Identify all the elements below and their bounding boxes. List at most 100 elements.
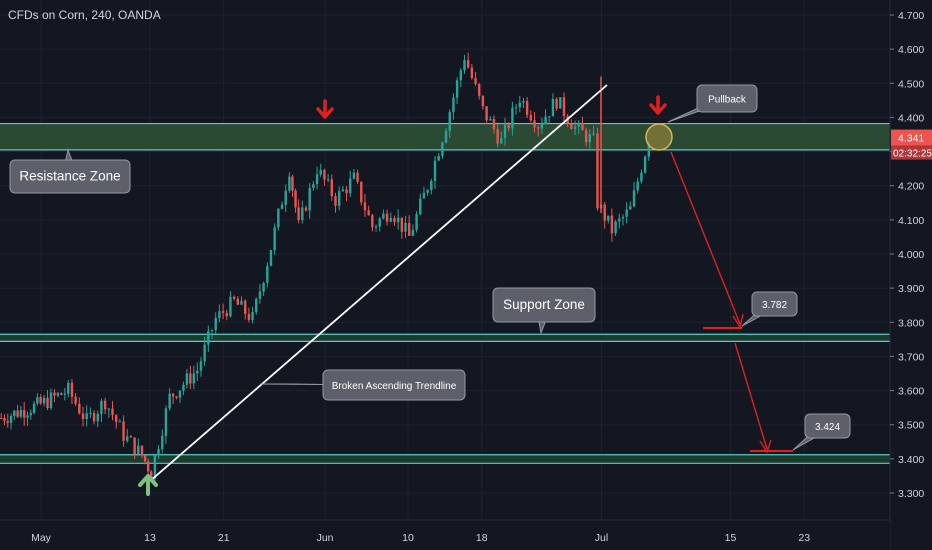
- support-zone-label-text: Support Zone: [503, 297, 585, 312]
- candle-body: [291, 176, 294, 191]
- resistance-zone-label-box: [9, 159, 131, 194]
- candle-body: [114, 415, 118, 422]
- candle-body: [137, 445, 140, 455]
- time-tick-label: Jun: [317, 532, 334, 544]
- candle-body: [636, 181, 639, 191]
- candle-body: [251, 311, 254, 321]
- candle-body: [581, 122, 584, 131]
- time-axis[interactable]: May 13 21 Jun 10 18 Jul 15 23: [0, 519, 890, 550]
- candle-body: [411, 229, 415, 236]
- candle-body: [511, 107, 514, 129]
- candle-body: [374, 226, 378, 228]
- candle-body: [182, 384, 185, 391]
- candle-body: [643, 156, 647, 173]
- candle-body: [196, 370, 199, 374]
- target1-label-box: [751, 291, 798, 317]
- chart-title: CFDs on Corn, 240, OANDA: [8, 8, 161, 22]
- candle-body: [199, 361, 203, 371]
- candle-body: [67, 382, 70, 394]
- candle-body: [360, 181, 363, 203]
- candle-body: [389, 218, 392, 222]
- candle-body: [537, 127, 540, 129]
- candle-body: [422, 192, 426, 199]
- price-axis[interactable]: 4.7004.6004.5004.4004.3004.2004.1004.000…: [889, 0, 932, 550]
- candle-body: [341, 189, 345, 192]
- candle-body: [240, 300, 243, 305]
- candle-body: [288, 176, 291, 191]
- support-zone-label[interactable]: Support Zone: [492, 287, 596, 335]
- candle-body: [153, 455, 157, 479]
- resistance-zone-label-text: Resistance Zone: [19, 169, 120, 184]
- current-price-label: 4.341: [898, 133, 924, 145]
- candle-body: [444, 130, 448, 143]
- price-tick-label: 4.400: [898, 112, 924, 124]
- time-tick-label: 15: [725, 532, 737, 544]
- candle-body: [56, 393, 60, 396]
- candle-body: [96, 413, 99, 422]
- candle-body: [448, 112, 451, 131]
- candle-body: [551, 98, 555, 117]
- candle-body: [13, 410, 16, 416]
- candle-body: [103, 400, 107, 410]
- candle-body: [42, 397, 46, 404]
- support-zone-fill: [0, 334, 890, 342]
- candle-body: [452, 97, 455, 113]
- candle-body: [562, 97, 566, 116]
- candle-body: [277, 208, 280, 228]
- ascending-trendline[interactable]: [149, 84, 608, 482]
- candle-body: [210, 330, 214, 332]
- candle-body: [294, 190, 297, 208]
- candle-body: [26, 415, 29, 418]
- target2-label-text: 3.424: [815, 422, 840, 433]
- price-tick-label: 3.900: [898, 283, 924, 295]
- candle-body: [192, 373, 196, 384]
- countdown-label: 02:32:25: [893, 149, 932, 160]
- candle-body: [89, 412, 92, 414]
- candle-body: [301, 207, 304, 221]
- trendline-label[interactable]: Broken Ascending Trendline: [259, 369, 466, 401]
- candle-body: [500, 137, 503, 144]
- candle-body: [507, 124, 510, 129]
- candle-body: [400, 217, 404, 232]
- candle-body: [540, 123, 544, 129]
- target1-label[interactable]: 3.782: [741, 291, 798, 327]
- candle-body: [470, 67, 474, 78]
- pullback-label[interactable]: Pullback: [667, 84, 758, 123]
- countdown-badge: [891, 145, 932, 160]
- candle-body: [625, 209, 628, 217]
- candle-body: [559, 97, 562, 109]
- candle-body: [393, 218, 396, 223]
- candle-body: [363, 202, 367, 211]
- candle-body: [430, 180, 433, 191]
- candle-body: [168, 393, 171, 409]
- time-tick-label: May: [31, 532, 52, 544]
- resistance-zone-label[interactable]: Resistance Zone: [9, 148, 131, 194]
- candle-body: [63, 393, 67, 395]
- candle-body: [6, 421, 9, 423]
- candle-body: [74, 396, 77, 404]
- candle-body: [304, 207, 308, 211]
- candle-body: [273, 227, 276, 251]
- price-tick-label: 3.800: [898, 317, 924, 329]
- candle-body: [140, 445, 144, 456]
- candle-body: [262, 282, 265, 292]
- candle-body: [16, 410, 19, 417]
- candle-body: [596, 133, 599, 209]
- price-tick-label: 3.600: [898, 386, 924, 398]
- candle-body: [371, 215, 374, 228]
- time-tick-label: 23: [798, 532, 810, 544]
- candle-body: [485, 106, 488, 121]
- candle-body: [592, 133, 595, 135]
- projection-line-2: [734, 342, 768, 450]
- target2-label[interactable]: 3.424: [792, 413, 851, 451]
- candle-body: [175, 396, 178, 398]
- candle-body: [352, 172, 356, 179]
- candle-body: [489, 119, 492, 121]
- candle-body: [23, 410, 26, 418]
- drawings-layer[interactable]: Resistance Zone Support Zone Broken Ascend…: [9, 84, 851, 496]
- time-axis-background: [0, 520, 890, 550]
- candle-body: [203, 344, 206, 362]
- candle-body: [312, 184, 315, 189]
- candle-body: [266, 265, 269, 283]
